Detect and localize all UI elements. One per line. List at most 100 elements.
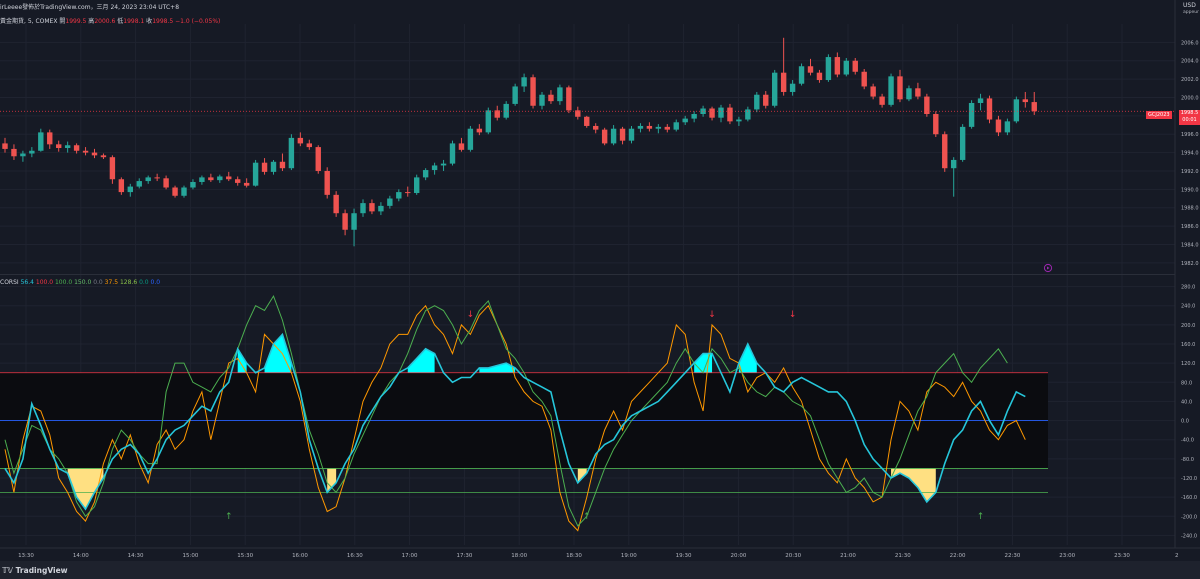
candle-body [279,161,286,169]
candle-body [601,129,608,144]
currency-sub: appeur [1183,10,1199,15]
indicator-value: 150.0 [74,279,92,286]
candle-body [11,148,17,157]
candle-body [906,88,912,100]
time-tick-label: 21:30 [895,553,911,559]
candle-body [217,176,223,181]
candle-body [360,203,366,214]
candle-body [440,163,447,166]
buy-arrow: ↑ [583,512,591,522]
indicator-tick-label: -200.0 [1181,514,1197,520]
candle-body [47,132,53,145]
buy-arrow: ↑ [977,512,985,522]
candle-body [843,60,849,75]
currency-label[interactable]: USD [1183,2,1196,9]
overbought-fill [479,363,516,373]
replay-icon[interactable] [1043,263,1053,273]
time-tick-label: 16:30 [347,553,363,559]
candle-body [64,145,71,148]
overbought-fill [738,344,757,373]
candle-body [968,102,975,127]
candle-body [1022,99,1028,103]
candle-body [100,155,107,158]
buy-arrow: ↑ [225,512,233,522]
time-tick-label: 23:00 [1059,553,1075,559]
candle-body [664,126,670,130]
time-tick-label: 14:00 [73,553,89,559]
candle-body [431,165,438,171]
indicator-line-main [4,332,1026,511]
indicator-value: 37.5 [104,279,119,286]
candle-body [942,134,948,169]
ohlc-high-label: 高 [88,18,95,25]
candle-body [449,143,456,164]
candle-body [754,94,760,110]
oversold-fill [67,468,104,510]
candle-body [924,96,930,115]
indicator-value: 56.4 [20,279,34,286]
legend-row: 黃金期貨, 5, COMEX 開1999.5 高2000.6 低1998.1 收… [0,16,220,25]
candle-body [566,87,572,111]
indicator-name[interactable]: CORSI [0,279,19,286]
candle-body [20,153,26,157]
candle-body [208,177,214,181]
price-tick-label: 2004.0 [1181,59,1199,65]
indicator-legend: CORSI 56.4 100.0 100.0 150.0 0.0 37.5 12… [0,279,160,286]
price-tick-label: 1984.0 [1181,242,1199,248]
price-tick-label: 1994.0 [1181,151,1199,157]
time-tick-label: 17:00 [402,553,418,559]
ohlc-low: 1998.1 [123,18,145,25]
price-tick-label: 2000.0 [1181,95,1199,101]
candle-body [387,198,393,206]
candle-body [109,157,116,180]
time-tick-label: 19:30 [676,553,692,559]
time-tick-label: 22:30 [1004,553,1020,559]
indicator-tick-label: 280.0 [1181,285,1195,291]
candle-body [951,159,957,169]
indicator-line-green [4,294,1008,527]
time-tick-label: 16:00 [292,553,308,559]
indicator-value: 0.0 [93,279,103,286]
candle-body [691,114,697,119]
candle-body [584,116,590,126]
candle-body [700,108,706,115]
last-price-tag: 1998.5 00:01 [1179,110,1200,125]
price-tick-label: 2002.0 [1181,77,1199,83]
candle-body [736,119,742,122]
candle-body [73,145,80,151]
candle-body [494,110,500,118]
indicator-tick-label: 240.0 [1181,304,1195,310]
publish-title: irLeeee發佈於TradingView.com，三月 24, 2023 23… [0,4,180,11]
time-tick-label: 17:30 [456,553,472,559]
candle-body [226,176,232,180]
time-tick-label: 15:00 [182,553,198,559]
time-tick-label: 22:00 [950,553,966,559]
time-tick-label: 18:30 [566,553,582,559]
indicator-value: 0.0 [139,279,149,286]
price-tick-label: 1992.0 [1181,169,1199,175]
time-tick-label: 18:00 [511,553,527,559]
candle-body [637,125,644,129]
candle-body [1031,102,1037,112]
candle-body [414,177,420,194]
sell-arrow: ↓ [467,310,475,320]
candle-body [127,186,133,193]
price-tick-label: 1982.0 [1181,261,1199,267]
candle-body [154,177,160,179]
candle-body [315,147,321,171]
candle-body [986,98,993,120]
symbol-label[interactable]: 黃金期貨, 5, COMEX [0,18,58,25]
ohlc-close: 1998.5 [152,18,174,25]
candle-body [530,77,536,106]
indicator-value: 0.0 [150,279,161,286]
candle-body [682,118,688,123]
candle-body [1013,99,1020,122]
candle-body [422,170,429,178]
candle-body [181,187,187,196]
tradingview-logo[interactable]: 𝕋𝕍 TradingView [2,566,68,575]
candle-body [342,213,348,230]
candle-body [628,128,635,141]
candle-body [718,107,724,118]
time-tick-label: 13:30 [18,553,34,559]
